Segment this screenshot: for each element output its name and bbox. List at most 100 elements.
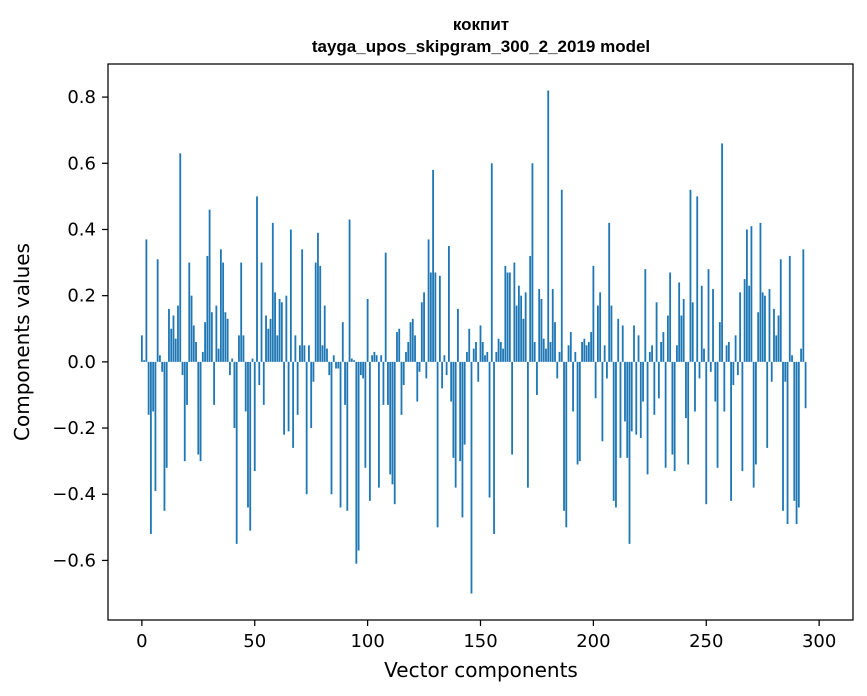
bar-component-229 <box>657 361 660 399</box>
bar-component-287 <box>788 255 791 362</box>
bar-component-125 <box>423 292 425 362</box>
bar-component-160 <box>502 348 504 362</box>
y-tick-label: 0.8 <box>67 87 96 108</box>
bar-component-50 <box>253 361 256 472</box>
bar-component-102 <box>371 355 374 362</box>
bar-component-189 <box>567 345 570 362</box>
bar-component-107 <box>382 361 385 405</box>
bar-component-163 <box>508 272 511 362</box>
bar-component-254 <box>714 361 717 402</box>
bar-component-65 <box>287 361 290 432</box>
bar-component-201 <box>594 361 597 399</box>
bar-component-231 <box>662 332 665 362</box>
bar-component-224 <box>646 361 649 475</box>
bar-component-118 <box>407 342 410 362</box>
bar-component-289 <box>793 361 796 501</box>
bar-component-47 <box>247 361 249 508</box>
bar-component-259 <box>725 345 728 362</box>
bar-component-149 <box>477 361 480 382</box>
bar-component-196 <box>583 338 586 362</box>
bar-component-228 <box>655 302 658 362</box>
bar-component-242 <box>687 361 690 465</box>
bar-component-277 <box>766 361 769 448</box>
bar-component-40 <box>231 358 234 362</box>
bar-component-208 <box>610 305 613 362</box>
bar-component-172 <box>529 255 532 362</box>
bar-component-97 <box>359 361 362 376</box>
bar-component-276 <box>764 295 766 362</box>
bar-component-87 <box>337 361 340 369</box>
bar-component-122 <box>416 361 419 402</box>
bar-component-165 <box>513 262 516 362</box>
bar-component-117 <box>405 351 407 362</box>
bar-component-192 <box>574 351 577 362</box>
bar-component-210 <box>615 361 617 508</box>
bar-component-158 <box>497 338 500 362</box>
bar-component-29 <box>206 255 209 362</box>
bar-component-121 <box>414 335 416 362</box>
bar-component-46 <box>244 361 247 412</box>
bar-component-284 <box>782 361 784 511</box>
bar-component-100 <box>366 298 369 362</box>
bar-component-126 <box>425 361 428 379</box>
bar-component-247 <box>698 361 701 379</box>
bar-component-233 <box>666 315 669 362</box>
bar-component-113 <box>396 332 398 362</box>
bar-component-14 <box>172 315 175 362</box>
bar-component-156 <box>493 361 495 534</box>
bar-component-263 <box>734 335 737 362</box>
bar-component-191 <box>572 361 574 412</box>
bar-component-184 <box>556 361 559 379</box>
bar-component-182 <box>551 289 554 362</box>
bar-component-154 <box>488 361 491 498</box>
bar-component-217 <box>630 361 633 432</box>
bar-component-151 <box>481 342 484 362</box>
bar-component-1 <box>143 360 146 362</box>
bar-component-202 <box>596 305 599 362</box>
bar-component-262 <box>732 361 735 386</box>
bar-component-152 <box>484 355 486 362</box>
bar-component-258 <box>723 361 726 412</box>
bar-component-275 <box>761 292 764 362</box>
bar-component-62 <box>280 302 283 362</box>
bar-component-171 <box>527 361 529 488</box>
bar-component-141 <box>459 361 462 462</box>
x-tick-label: 150 <box>463 631 497 652</box>
bar-component-268 <box>745 229 748 362</box>
bar-component-73 <box>305 361 308 495</box>
bar-component-236 <box>673 361 676 472</box>
bar-component-253 <box>712 289 714 362</box>
bar-component-168 <box>520 295 523 362</box>
bar-component-76 <box>312 361 315 382</box>
bar-component-170 <box>524 292 527 362</box>
bar-component-167 <box>517 285 520 362</box>
bar-component-206 <box>606 361 608 379</box>
bar-component-66 <box>289 229 292 362</box>
y-tick-label: 0.6 <box>67 153 96 174</box>
bar-component-195 <box>581 342 583 362</box>
bar-component-31 <box>210 312 213 362</box>
bar-component-187 <box>563 361 565 511</box>
bar-component-23 <box>192 325 195 362</box>
bar-component-203 <box>599 292 602 362</box>
x-axis-label: Vector components <box>384 658 578 682</box>
bar-component-98 <box>362 361 365 379</box>
bar-component-80 <box>321 345 324 362</box>
bar-component-130 <box>434 272 437 362</box>
bar-component-241 <box>685 361 687 419</box>
bar-component-17 <box>179 153 182 362</box>
y-axis-ticks: −0.6 −0.4 −0.2 0.0 0.2 0.4 0.6 0.8 <box>52 87 108 571</box>
bar-component-11 <box>165 361 168 468</box>
bar-component-239 <box>680 315 683 362</box>
bar-component-127 <box>427 239 430 362</box>
bar-component-28 <box>204 322 206 362</box>
bar-component-52 <box>258 361 261 386</box>
bar-component-248 <box>700 285 703 362</box>
bar-component-159 <box>499 342 502 362</box>
bar-component-77 <box>314 262 317 362</box>
bar-component-285 <box>784 361 787 382</box>
bar-component-89 <box>341 322 344 362</box>
bar-component-22 <box>190 295 193 362</box>
bar-component-256 <box>718 322 721 362</box>
bar-component-60 <box>276 335 279 362</box>
